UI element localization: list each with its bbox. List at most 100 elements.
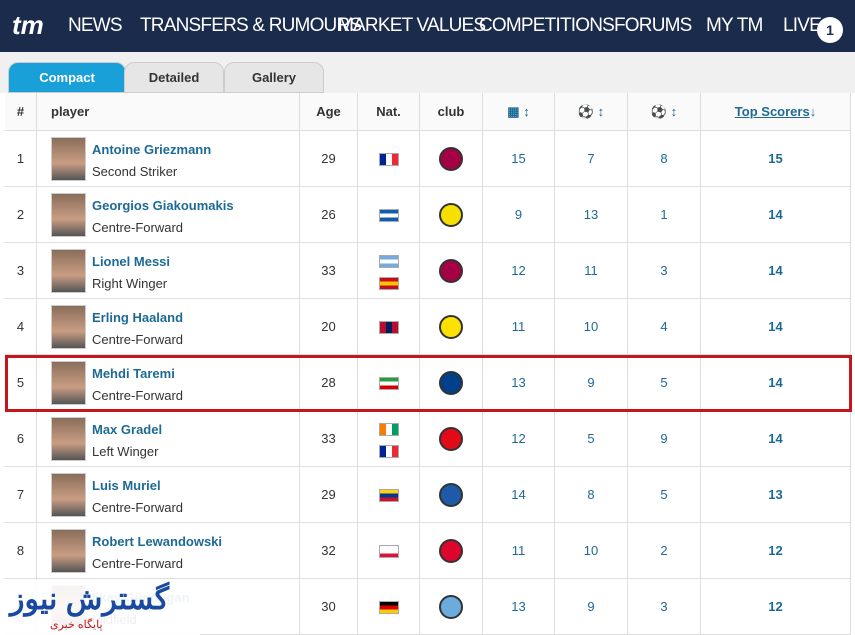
top-cell: 15 xyxy=(701,131,851,187)
top-cell: 14 xyxy=(701,187,851,243)
sort-icon: ▦ ↕ xyxy=(483,93,555,131)
assists-cell: 8 xyxy=(628,131,701,187)
assists-cell: 2 xyxy=(628,523,701,579)
top-cell: 13 xyxy=(701,467,851,523)
matches-cell: 12 xyxy=(483,243,555,299)
player-cell: Lionel Messi Right Winger xyxy=(37,243,300,299)
flag xyxy=(379,601,399,614)
goals-cell: 8 xyxy=(555,467,628,523)
tab[interactable]: Gallery xyxy=(224,62,324,93)
rank-cell: 3 xyxy=(5,243,37,299)
club-cell xyxy=(420,523,483,579)
top-cell: 14 xyxy=(701,243,851,299)
club-logo xyxy=(439,203,463,227)
player-name[interactable]: Antoine Griezmann xyxy=(92,142,212,157)
club-logo xyxy=(439,315,463,339)
matches-cell: 11 xyxy=(483,299,555,355)
player-name[interactable]: Max Gradel xyxy=(92,422,163,437)
goals-cell: 7 xyxy=(555,131,628,187)
player-position: Centre-Forward xyxy=(92,388,184,403)
nav-item[interactable]: LIVE xyxy=(783,15,822,36)
sort-link[interactable]: Top Scorers xyxy=(734,104,810,119)
player-photo xyxy=(51,193,86,237)
header-cell: Nat. xyxy=(358,93,420,131)
rank-cell: 2 xyxy=(5,187,37,243)
top-cell: 14 xyxy=(701,411,851,467)
assists-cell: 3 xyxy=(628,579,701,635)
player-cell: Erling Haaland Centre-Forward xyxy=(37,299,300,355)
flag xyxy=(379,377,399,390)
header-cell: club xyxy=(420,93,483,131)
player-photo xyxy=(51,305,86,349)
matches-cell: 15 xyxy=(483,131,555,187)
rank-cell: 7 xyxy=(5,467,37,523)
club-cell xyxy=(420,299,483,355)
assists-cell: 5 xyxy=(628,467,701,523)
age-cell: 33 xyxy=(300,243,358,299)
club-cell xyxy=(420,243,483,299)
live-badge: 1 xyxy=(817,17,843,43)
watermark-subtitle: پایگاه خبری xyxy=(50,619,103,631)
goals-cell: 9 xyxy=(555,579,628,635)
matches-cell: 12 xyxy=(483,411,555,467)
player-photo xyxy=(51,361,86,405)
age-cell: 32 xyxy=(300,523,358,579)
nav-item[interactable]: TRANSFERS & RUMOURS xyxy=(140,15,362,36)
age-cell: 20 xyxy=(300,299,358,355)
nav-item[interactable]: COMPETITIONS xyxy=(479,15,615,36)
flag xyxy=(379,489,399,502)
player-photo xyxy=(51,249,86,293)
age-cell: 30 xyxy=(300,579,358,635)
club-logo xyxy=(439,539,463,563)
player-position: Left Winger xyxy=(92,444,159,459)
club-cell xyxy=(420,467,483,523)
player-position: Second Striker xyxy=(92,164,178,179)
goals-cell: 5 xyxy=(555,411,628,467)
top-cell: 12 xyxy=(701,579,851,635)
nat-cell xyxy=(358,131,420,187)
age-cell: 33 xyxy=(300,411,358,467)
club-cell xyxy=(420,411,483,467)
player-cell: Mehdi Taremi Centre-Forward xyxy=(37,355,300,411)
player-name[interactable]: Robert Lewandowski xyxy=(92,534,223,549)
logo[interactable]: tm xyxy=(12,10,44,40)
player-cell: Max Gradel Left Winger xyxy=(37,411,300,467)
player-position: Right Winger xyxy=(92,276,168,291)
flag xyxy=(379,255,399,268)
player-name[interactable]: Georgios Giakoumakis xyxy=(92,198,234,213)
rank-cell: 1 xyxy=(5,131,37,187)
player-position: Centre-Forward xyxy=(92,500,184,515)
club-logo xyxy=(439,595,463,619)
nav-item[interactable]: MARKET VALUES xyxy=(338,15,486,36)
watermark-title: گسترش نیوز xyxy=(10,583,169,616)
club-logo xyxy=(439,483,463,507)
club-cell xyxy=(420,355,483,411)
flag xyxy=(379,423,399,436)
player-photo xyxy=(51,473,86,517)
age-cell: 29 xyxy=(300,467,358,523)
header-cell: Top Scorers ↓ xyxy=(701,93,851,131)
assists-cell: 1 xyxy=(628,187,701,243)
tab[interactable]: Detailed xyxy=(124,62,224,93)
player-cell: Luis Muriel Centre-Forward xyxy=(37,467,300,523)
matches-cell: 14 xyxy=(483,467,555,523)
nav-item[interactable]: MY TM xyxy=(706,15,763,36)
flag xyxy=(379,445,399,458)
header-cell: # xyxy=(5,93,37,131)
top-cell: 14 xyxy=(701,299,851,355)
assists-cell: 9 xyxy=(628,411,701,467)
player-name[interactable]: Lionel Messi xyxy=(92,254,171,269)
nav-item[interactable]: NEWS xyxy=(68,15,123,36)
watermark: گسترش نیوز پایگاه خبری xyxy=(0,580,200,635)
player-photo xyxy=(51,529,86,573)
player-name[interactable]: Luis Muriel xyxy=(92,478,161,493)
assists-cell: 4 xyxy=(628,299,701,355)
nat-cell xyxy=(358,523,420,579)
goals-cell: 11 xyxy=(555,243,628,299)
nav-item[interactable]: FORUMS xyxy=(614,15,692,36)
player-name[interactable]: Mehdi Taremi xyxy=(92,366,175,381)
rank-cell: 8 xyxy=(5,523,37,579)
tab[interactable]: Compact xyxy=(8,62,126,93)
player-name[interactable]: Erling Haaland xyxy=(92,310,184,325)
